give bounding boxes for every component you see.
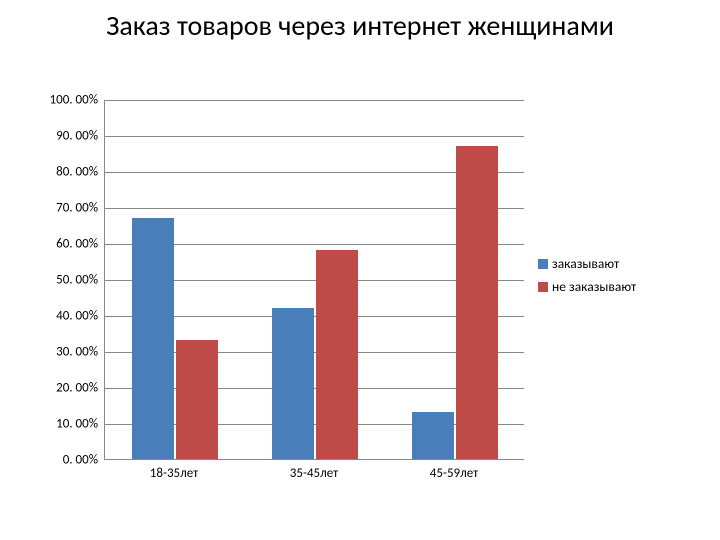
x-axis: 18-35лет 35-45лет 45-59лет (104, 466, 524, 486)
y-tick-label: 90. 00% (56, 129, 98, 144)
y-tick-label: 50. 00% (56, 273, 98, 288)
y-tick-label: 60. 00% (56, 237, 98, 252)
y-tick-label: 80. 00% (56, 165, 98, 180)
legend-swatch (538, 282, 548, 292)
chart-title: Заказ товаров через интернет женщинами (0, 0, 720, 42)
y-axis: 0. 00%10. 00%20. 00%30. 00%40. 00%50. 00… (30, 100, 104, 460)
y-tick-label: 10. 00% (56, 417, 98, 432)
grid-line (105, 136, 524, 137)
x-tick-label: 45-59лет (430, 466, 478, 481)
bar-не-заказывают (316, 250, 358, 459)
legend-item: не заказывают (538, 278, 636, 295)
grid-line (105, 100, 524, 101)
legend-label: заказывают (552, 255, 619, 272)
chart-area: 0. 00% 10. 00% 20. 00% 30. 00% 40. 00% 50. 00… (30, 100, 690, 520)
y-tick-label: 0. 00% (63, 453, 98, 468)
legend: заказывают не заказывают (538, 255, 636, 301)
y-tick-label: 70. 00% (56, 201, 98, 216)
bar-заказывают (412, 412, 454, 459)
bar-заказывают (132, 218, 174, 459)
legend-swatch (538, 259, 548, 269)
bar-не-заказывают (456, 146, 498, 459)
plot-area (104, 100, 524, 460)
legend-item: заказывают (538, 255, 636, 272)
y-tick-label: 40. 00% (56, 309, 98, 324)
x-tick-label: 35-45лет (290, 466, 338, 481)
y-tick-label: 30. 00% (56, 345, 98, 360)
bar-не-заказывают (176, 340, 218, 459)
legend-label: не заказывают (552, 278, 636, 295)
y-tick-label: 100. 00% (50, 93, 98, 108)
bar-заказывают (272, 308, 314, 459)
x-tick-label: 18-35лет (150, 466, 198, 481)
y-tick-label: 20. 00% (56, 381, 98, 396)
